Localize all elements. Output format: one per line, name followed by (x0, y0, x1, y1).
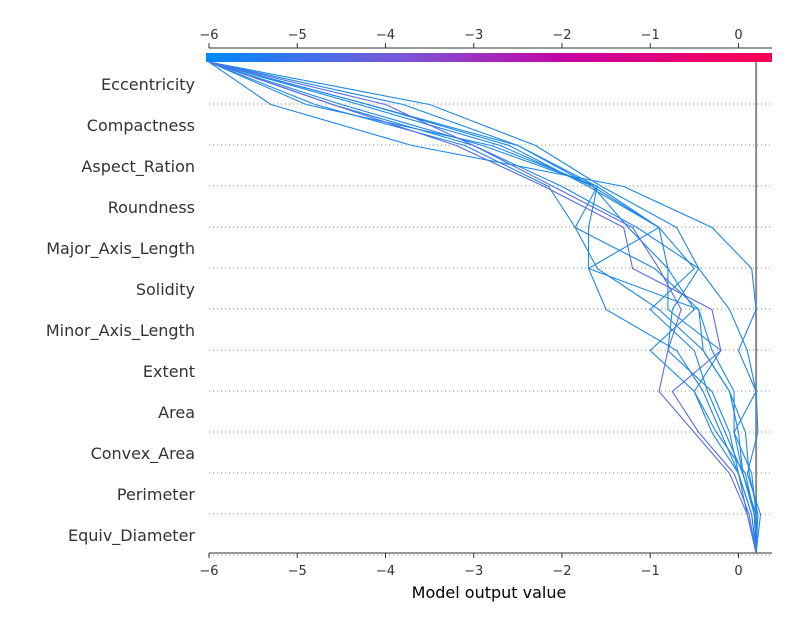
colorbar (206, 53, 772, 62)
x-tick-label: −6 (199, 564, 218, 579)
decision-lines (208, 61, 762, 554)
feature-label: Eccentricity (101, 75, 195, 94)
decision-line (208, 61, 759, 554)
feature-label: Area (158, 403, 195, 422)
x-tick-label: −2 (552, 564, 571, 579)
top-tick-label: −3 (464, 28, 483, 43)
feature-label: Compactness (87, 116, 195, 135)
x-tick-label: −4 (376, 564, 395, 579)
feature-label: Equiv_Diameter (68, 526, 195, 546)
top-tick-label: −5 (288, 28, 307, 43)
top-tick-label: −1 (641, 28, 660, 43)
decision-line (208, 61, 757, 554)
feature-labels: Equiv_Diameter Perimeter Convex_Area Area Ex… (46, 75, 196, 546)
feature-label: Roundness (108, 198, 195, 217)
top-tick-label: −2 (552, 28, 571, 43)
feature-label: Major_Axis_Length (46, 239, 195, 259)
decision-line (208, 61, 762, 554)
x-tick-label: −3 (464, 564, 483, 579)
decision-line (208, 61, 757, 553)
x-tick-label: −1 (641, 564, 660, 579)
feature-label: Aspect_Ration (81, 157, 195, 177)
decision-line (208, 61, 757, 554)
x-axis-title: Model output value (412, 583, 567, 602)
x-tick-label: 0 (734, 564, 742, 579)
top-tick-label: 0 (734, 28, 742, 43)
top-tick-label: −4 (376, 28, 395, 43)
x-tick-label: −5 (288, 564, 307, 579)
feature-label: Solidity (136, 280, 195, 299)
top-tick-label: −6 (199, 28, 218, 43)
axes: −6 −6 −5 −5 −4 −4 −3 −3 −2 −2 −1 −1 0 0 (199, 28, 772, 579)
feature-label: Convex_Area (91, 444, 195, 464)
decision-line (208, 61, 757, 554)
decision-line (208, 61, 757, 554)
feature-label: Extent (143, 362, 195, 381)
feature-label: Minor_Axis_Length (46, 321, 195, 341)
feature-gridlines (209, 103, 772, 556)
feature-label: Perimeter (117, 485, 195, 504)
